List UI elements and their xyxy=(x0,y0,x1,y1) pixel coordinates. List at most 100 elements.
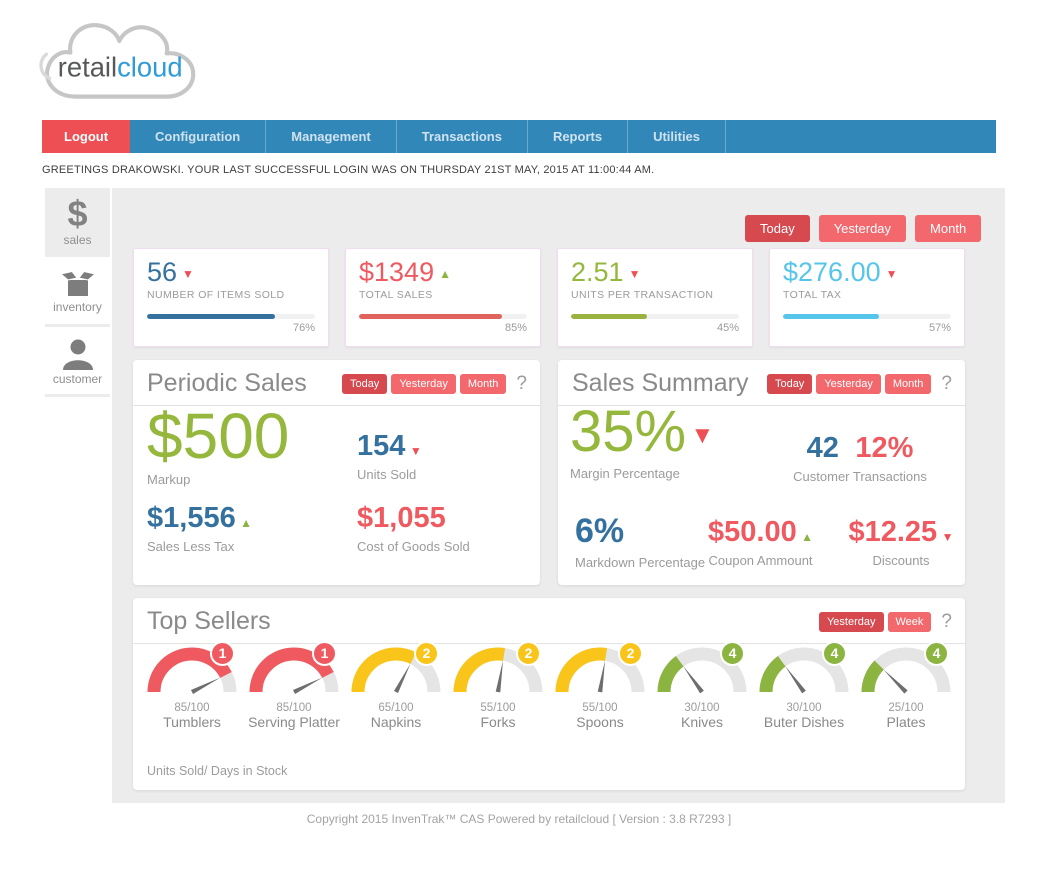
kpi-percent-label: 76% xyxy=(292,322,315,334)
kpi-progress-bar xyxy=(147,314,315,319)
kpi-card-row: 56 ▼ NUMBER OF ITEMS SOLD 76% $1349 ▲ TOTAL SA… xyxy=(133,248,965,347)
gauge-dial-icon xyxy=(759,647,849,694)
kpi-percent-label: 57% xyxy=(928,322,951,334)
summary-month-button[interactable]: Month xyxy=(884,373,932,394)
markdown-metric: 6% Markdown Percentage xyxy=(575,512,705,570)
sidebar-item-inventory[interactable]: inventory xyxy=(45,257,110,324)
gauge-item-name: Spoons xyxy=(576,714,624,730)
gauge-dial-icon xyxy=(249,647,339,695)
trend-down-icon: ▼ xyxy=(885,267,898,281)
summary-today-button[interactable]: Today xyxy=(766,373,813,394)
margin-metric: 35% ▼ Margin Percentage xyxy=(570,399,714,482)
topsellers-yesterday-button[interactable]: Yesterday xyxy=(818,611,884,632)
gauge-arc xyxy=(141,646,243,701)
trend-up-icon: ▲ xyxy=(801,530,814,544)
periodic-sales-panel: Periodic Sales Today Yesterday Month ? $50… xyxy=(133,360,540,585)
gauge-arc xyxy=(855,646,957,701)
panel-title: Sales Summary xyxy=(572,369,749,397)
gauge-ratio-label: 85/100 xyxy=(276,702,312,714)
gauge-ratio-label: 55/100 xyxy=(480,702,516,714)
trend-down-icon: ▼ xyxy=(628,267,641,281)
periodic-today-button[interactable]: Today xyxy=(341,373,388,394)
markup-value: $500 xyxy=(147,400,290,472)
footer-copyright: Copyright 2015 InvenTrak™ CAS Powered by… xyxy=(306,812,732,826)
gauge-ratio-label: 30/100 xyxy=(684,702,720,714)
sales-less-tax-value: $1,556 xyxy=(147,502,236,534)
sales-less-tax-label: Sales Less Tax xyxy=(147,539,235,554)
period-month-button[interactable]: Month xyxy=(915,215,982,242)
gauge-item-name: Napkins xyxy=(370,714,422,730)
gauge-dial-icon xyxy=(555,647,645,693)
gauge-tumblers: 1 85/100 Tumblers xyxy=(141,641,243,730)
main-nav: Logout Configuration Management Transaction… xyxy=(42,120,996,153)
help-icon[interactable]: ? xyxy=(941,372,952,394)
sales-less-tax-metric: $1,556 ▲ Sales Less Tax xyxy=(147,502,252,554)
markup-label: Markup xyxy=(147,472,191,487)
gauge-ratio-label: 30/100 xyxy=(786,702,822,714)
kpi-label: UNITS PER TRANSACTION xyxy=(571,289,714,301)
nav-item-management[interactable]: Management xyxy=(266,120,397,153)
periodic-month-button[interactable]: Month xyxy=(459,373,507,394)
gauge-ratio-label: 25/100 xyxy=(888,702,924,714)
rank-badge: 2 xyxy=(618,641,643,666)
gauge-dial-icon xyxy=(861,647,951,694)
sidebar-item-sales[interactable]: $ sales xyxy=(45,188,110,254)
gauge-row: 1 85/100 Tumblers 1 85/100 Serving Platter 2 65… xyxy=(141,641,957,730)
sidebar-item-label: customer xyxy=(52,372,103,386)
kpi-value: $276.00 xyxy=(783,257,881,287)
panel-title: Top Sellers xyxy=(147,607,271,635)
rank-badge: 2 xyxy=(516,641,541,666)
rank-badge: 1 xyxy=(210,641,235,666)
customer-transactions-label: Customer Transactions xyxy=(793,469,927,484)
help-icon[interactable]: ? xyxy=(941,610,952,632)
gauge-item-name: Forks xyxy=(480,714,516,730)
customer-transactions-percent: 12% xyxy=(855,432,914,464)
period-today-button[interactable]: Today xyxy=(745,215,810,242)
rank-badge: 4 xyxy=(924,641,949,666)
kpi-progress-fill xyxy=(783,314,879,319)
kpi-value-row: 56 ▼ xyxy=(147,257,315,288)
sidebar-item-label: sales xyxy=(63,233,92,247)
discounts-metric: $12.25 ▼ Discounts xyxy=(846,516,956,568)
markup-metric: $500 Markup xyxy=(147,404,289,487)
nav-item-configuration[interactable]: Configuration xyxy=(130,120,267,153)
nav-item-utilities[interactable]: Utilities xyxy=(628,120,727,153)
gauge-arc xyxy=(651,646,753,701)
gauge-ratio-label: 65/100 xyxy=(378,702,414,714)
kpi-label: TOTAL TAX xyxy=(783,289,842,301)
gauge-item-name: Serving Platter xyxy=(248,714,340,730)
cogs-metric: $1,055 Cost of Goods Sold xyxy=(357,502,470,554)
help-icon[interactable]: ? xyxy=(516,372,527,394)
gauge-serving-platter: 1 85/100 Serving Platter xyxy=(243,641,345,730)
kpi-card-3: $276.00 ▼ TOTAL TAX 57% xyxy=(769,248,965,347)
gauge-arc xyxy=(549,646,651,701)
kpi-progress-fill xyxy=(359,314,502,319)
kpi-value-row: 2.51 ▼ xyxy=(571,257,739,288)
topsellers-week-button[interactable]: Week xyxy=(887,611,932,632)
trend-up-icon: ▲ xyxy=(240,516,253,530)
gauge-forks: 2 55/100 Forks xyxy=(447,641,549,730)
nav-item-reports[interactable]: Reports xyxy=(528,120,629,153)
periodic-sales-header: Periodic Sales Today Yesterday Month ? xyxy=(133,360,540,406)
summary-yesterday-button[interactable]: Yesterday xyxy=(816,373,881,394)
gauge-spoons: 2 55/100 Spoons xyxy=(549,641,651,730)
markdown-value: 6% xyxy=(575,512,625,550)
sales-summary-panel: Sales Summary Today Yesterday Month ? 35% … xyxy=(558,360,965,585)
person-icon xyxy=(45,337,110,371)
gauge-item-name: Knives xyxy=(680,714,724,730)
margin-value: 35% xyxy=(570,399,687,464)
nav-item-logout[interactable]: Logout xyxy=(42,120,131,153)
kpi-value: 56 xyxy=(147,257,178,287)
gauge-footnote: Units Sold/ Days in Stock xyxy=(147,764,288,778)
sidebar-item-customer[interactable]: customer xyxy=(45,327,110,394)
units-sold-metric: 154 ▼ Units Sold xyxy=(357,430,422,482)
units-sold-label: Units Sold xyxy=(357,467,417,482)
kpi-progress-bar xyxy=(783,314,951,319)
periodic-yesterday-button[interactable]: Yesterday xyxy=(391,373,456,394)
period-yesterday-button[interactable]: Yesterday xyxy=(818,215,907,242)
nav-item-transactions[interactable]: Transactions xyxy=(397,120,528,153)
discounts-value: $12.25 xyxy=(848,516,938,548)
sidebar: $ sales inventory customer xyxy=(45,188,110,397)
rank-badge: 1 xyxy=(312,641,337,666)
